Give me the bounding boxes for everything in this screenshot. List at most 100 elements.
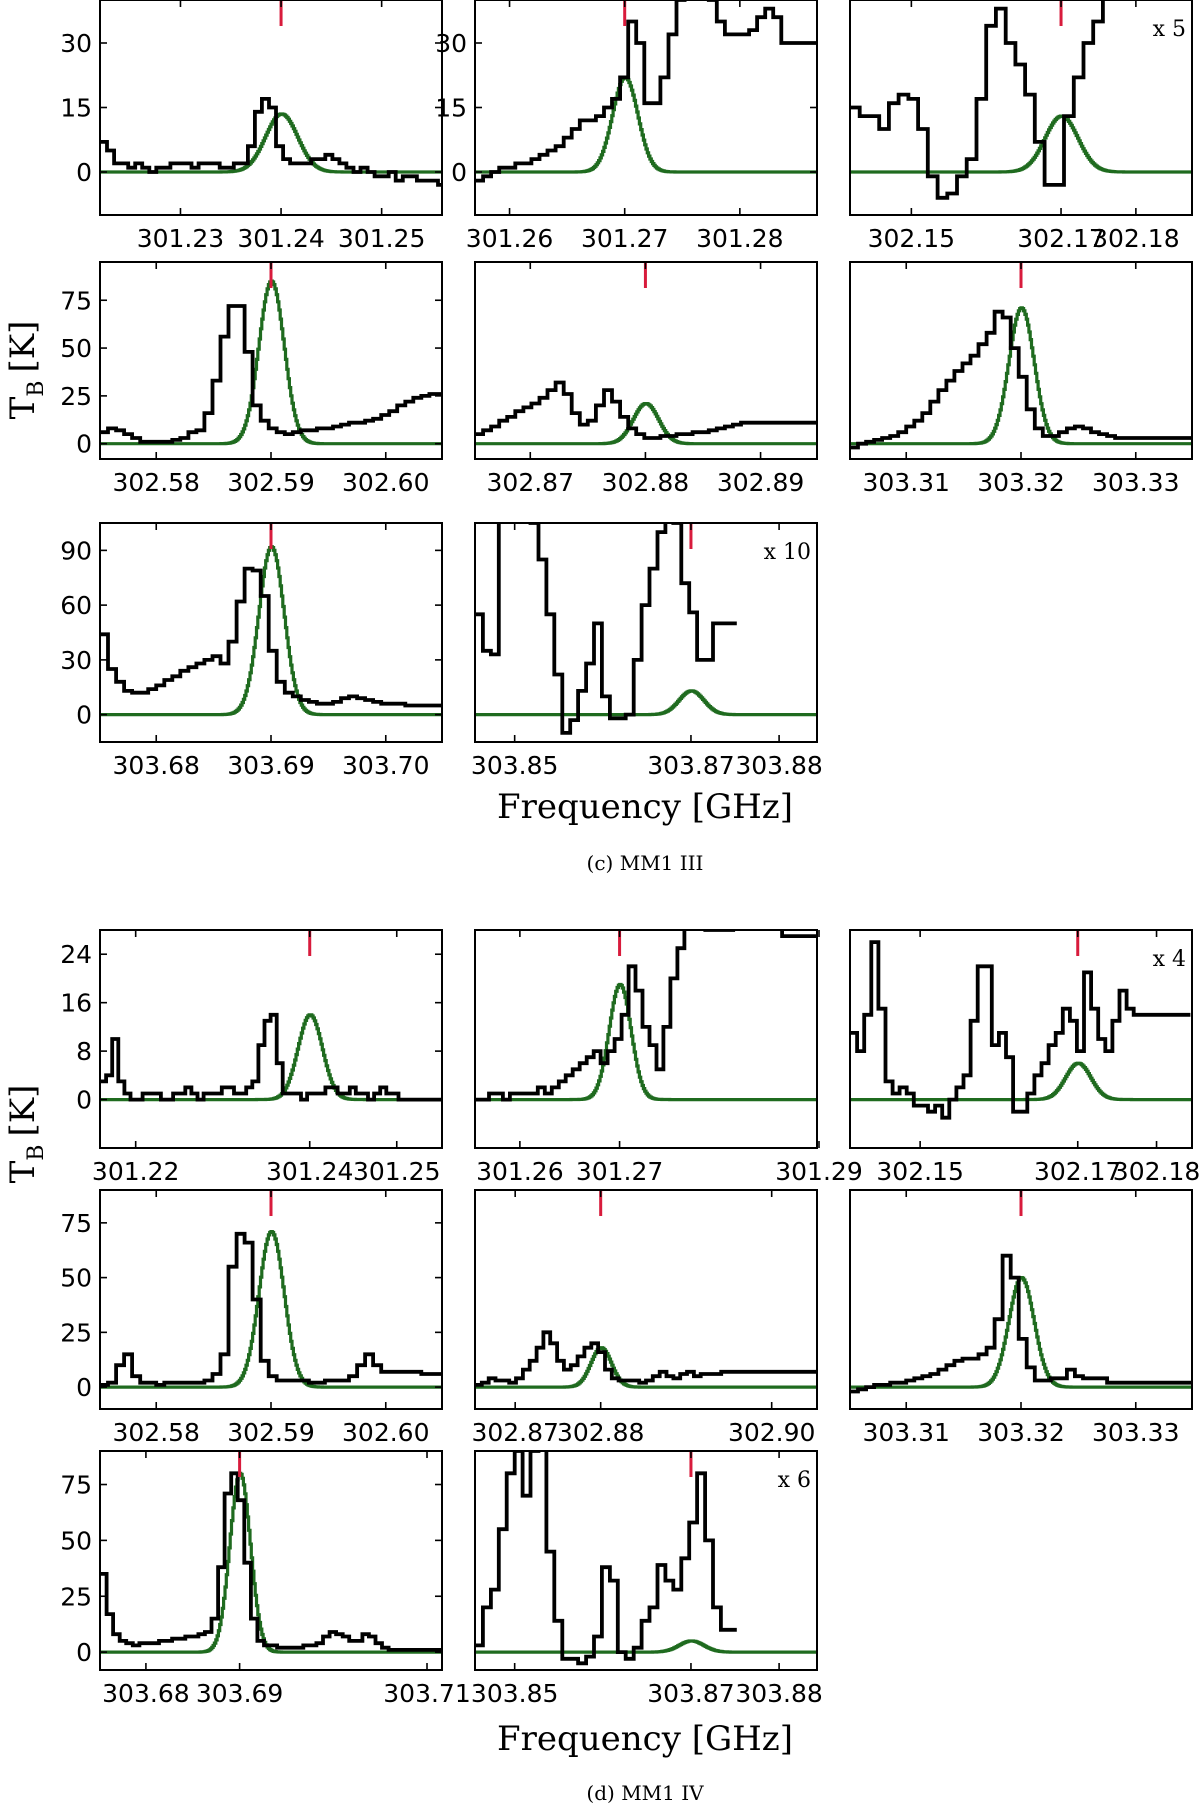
y-tick-label: 90 bbox=[60, 536, 92, 565]
model-spectrum-line bbox=[100, 1013, 442, 1102]
scale-label-bg bbox=[1140, 944, 1190, 972]
observed-spectrum-line bbox=[100, 1231, 442, 1387]
x-tick-label: 301.27 bbox=[576, 1157, 663, 1186]
model-spectrum-line bbox=[100, 279, 442, 446]
panel-plot-area bbox=[475, 1451, 817, 1666]
observed-spectrum-line bbox=[100, 1012, 442, 1102]
y-tick-label: 24 bbox=[60, 940, 92, 969]
panel-plot-area bbox=[475, 0, 817, 183]
x-tick-label: 302.88 bbox=[602, 468, 689, 497]
panel-frame bbox=[99, 522, 443, 743]
x-tick-label: 302.87 bbox=[471, 1418, 558, 1447]
y-tick-label: 50 bbox=[60, 1264, 92, 1293]
y-tick-label: 8 bbox=[76, 1037, 92, 1066]
scale-factor-label: x 6 bbox=[778, 1468, 811, 1493]
model-spectrum-line bbox=[475, 1346, 817, 1389]
model-spectrum-line bbox=[475, 75, 817, 174]
spectrum-panel: 303.68 303.69 303.71 0 25 50 75 bbox=[60, 1450, 471, 1708]
scale-factor-label: x 4 bbox=[1153, 947, 1186, 972]
model-spectrum-line bbox=[850, 1061, 1192, 1102]
y-tick-label: 75 bbox=[60, 1209, 92, 1238]
y-tick-label: 0 bbox=[76, 1638, 92, 1667]
y-tick-label: 75 bbox=[60, 1471, 92, 1500]
x-tick-label: 301.27 bbox=[581, 224, 668, 253]
panel-frame bbox=[99, 929, 443, 1149]
x-tick-label: 303.69 bbox=[196, 1679, 283, 1708]
model-spectrum-line bbox=[475, 402, 817, 446]
x-tick-label: 302.15 bbox=[868, 224, 955, 253]
x-tick-label: 303.70 bbox=[342, 751, 429, 780]
x-tick-label: 302.15 bbox=[876, 1157, 963, 1186]
panel-plot-area bbox=[850, 0, 1192, 200]
y-axis-label-d: TB[K] bbox=[3, 1085, 49, 1184]
panel-frame bbox=[474, 0, 818, 216]
panel-frame bbox=[474, 929, 818, 1149]
panel-plot-area bbox=[100, 1012, 442, 1102]
panel-frame bbox=[849, 261, 1193, 460]
observed-spectrum-line bbox=[475, 1330, 817, 1387]
spectrum-panel: 303.68 303.69 303.70 0 30 60 90 bbox=[60, 522, 443, 780]
x-tick-label: 303.31 bbox=[862, 1418, 949, 1447]
spectrum-panel: 302.58 302.59 302.60 0 25 50 75 bbox=[60, 261, 443, 497]
observed-spectrum-line bbox=[850, 940, 1191, 1120]
panel-plot-area bbox=[100, 279, 442, 446]
x-tick-label: 302.58 bbox=[112, 468, 199, 497]
x-tick-label: 303.87 bbox=[647, 751, 734, 780]
observed-spectrum-line bbox=[850, 0, 1105, 200]
panel-plot-area bbox=[100, 1471, 442, 1654]
panel-plot-area bbox=[475, 930, 817, 1102]
x-tick-label: 302.60 bbox=[342, 468, 429, 497]
x-tick-label: 302.88 bbox=[557, 1418, 644, 1447]
figure-d-labels: TB[K] Frequency [GHz] (d) MM1 IV bbox=[3, 1085, 793, 1805]
observed-spectrum-line bbox=[100, 1471, 442, 1652]
x-tick-label: 301.24 bbox=[237, 224, 324, 253]
model-spectrum-line bbox=[850, 1276, 1192, 1389]
panel-frame bbox=[849, 0, 1193, 216]
x-tick-label: 301.28 bbox=[696, 224, 783, 253]
y-tick-label: 50 bbox=[60, 334, 92, 363]
panel-plot-area bbox=[850, 1253, 1192, 1394]
y-tick-label: 0 bbox=[76, 1086, 92, 1115]
observed-spectrum-line bbox=[475, 380, 817, 440]
y-tick-label: 15 bbox=[435, 94, 467, 123]
y-tick-label: 25 bbox=[60, 1318, 92, 1347]
panel-frame bbox=[99, 1450, 443, 1671]
y-tick-label: 0 bbox=[76, 158, 92, 187]
x-tick-label: 301.24 bbox=[266, 1157, 353, 1186]
model-spectrum-line bbox=[850, 306, 1192, 446]
model-spectrum-line bbox=[100, 1230, 442, 1389]
caption-d: (d) MM1 IV bbox=[586, 1781, 704, 1805]
spectrum-panel: 303.31 303.32 303.33 bbox=[849, 1189, 1193, 1447]
spectrum-panel: 303.85 303.87 303.88 x 10 bbox=[471, 522, 823, 780]
panel-frame bbox=[849, 1189, 1193, 1410]
observed-spectrum-line bbox=[475, 930, 817, 1102]
y-tick-label: 30 bbox=[60, 29, 92, 58]
x-tick-label: 303.85 bbox=[471, 1679, 558, 1708]
y-tick-label: 50 bbox=[60, 1526, 92, 1555]
panel-frame bbox=[474, 261, 818, 460]
observed-spectrum-line bbox=[100, 304, 442, 444]
panel-frame bbox=[474, 1450, 818, 1671]
spectrum-panel: 301.26 301.27 301.29 bbox=[474, 929, 863, 1186]
x-tick-label: 303.68 bbox=[112, 751, 199, 780]
y-tick-label: 25 bbox=[60, 1582, 92, 1611]
x-tick-label: 302.87 bbox=[487, 468, 574, 497]
x-tick-label: 301.29 bbox=[775, 1157, 862, 1186]
observed-spectrum-line bbox=[850, 309, 1192, 450]
x-tick-label: 302.18 bbox=[1113, 1157, 1200, 1186]
spectrum-panel: 303.85 303.87 303.88 x 6 bbox=[471, 1450, 823, 1708]
x-tick-label: 303.68 bbox=[102, 1679, 189, 1708]
x-tick-label: 301.22 bbox=[92, 1157, 179, 1186]
x-tick-label: 302.89 bbox=[717, 468, 804, 497]
model-spectrum-line bbox=[100, 1471, 442, 1654]
figure-c-labels: TB[K] Frequency [GHz] (c) MM1 III bbox=[3, 321, 793, 875]
model-spectrum-line bbox=[475, 689, 817, 717]
panel-plot-area bbox=[100, 545, 442, 717]
panel-plot-area bbox=[850, 306, 1192, 450]
y-tick-label: 15 bbox=[60, 94, 92, 123]
x-tick-label: 302.90 bbox=[728, 1418, 815, 1447]
y-tick-label: 75 bbox=[60, 286, 92, 315]
x-axis-label-c: Frequency [GHz] bbox=[497, 787, 793, 827]
